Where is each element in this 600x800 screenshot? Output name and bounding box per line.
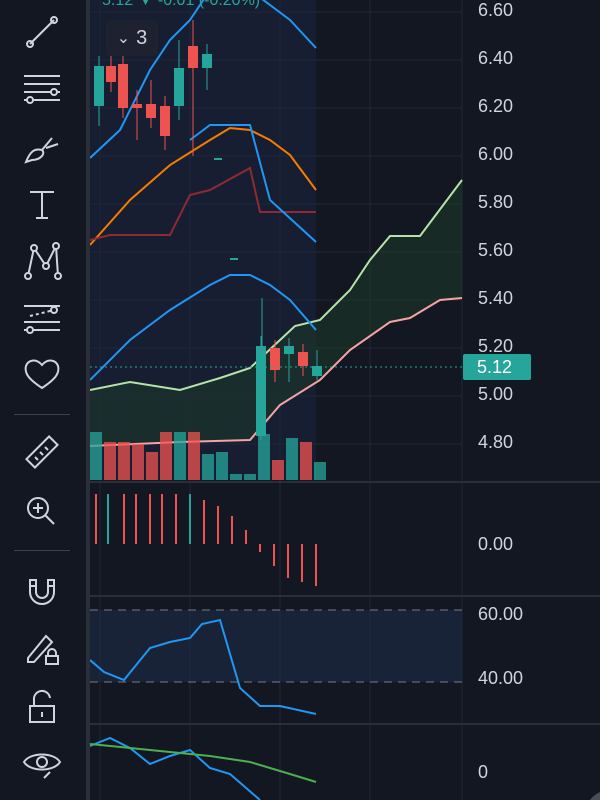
price-axis-label: 5.00 [478,384,514,404]
prediction-tool[interactable] [20,296,64,340]
toolbar-divider[interactable] [86,0,90,800]
macd-histogram [95,494,317,586]
stoch-axis-label: 0 [478,762,489,782]
ma-red-line [90,166,316,241]
drawing-toolbar [0,0,85,800]
brush-tool[interactable] [20,128,64,172]
current-price-badge: 5.12 [463,354,531,380]
rsi-axis-label: 60.00 [478,604,524,624]
zoom-in-tool[interactable] [20,488,64,532]
price-axis-label: 6.20 [478,96,514,116]
lock-drawing-tool[interactable] [20,626,64,670]
text-icon [30,191,54,219]
toolbar-separator [14,550,70,551]
trend-line-tool[interactable] [20,10,64,54]
pattern-icon [24,242,62,280]
ohlc-header: 5.12 ▼ -0.01 (-0.20%) [102,0,261,9]
rsi-line [90,618,317,715]
heart-icon [24,359,60,390]
toolbar-separator [14,414,70,415]
zoom-in-icon [27,497,55,525]
tradingview-logo [190,770,250,800]
fib-retracement-tool[interactable] [20,66,64,110]
ruler-tool[interactable] [20,430,64,474]
visibility-tool[interactable] [20,740,64,784]
senkou-b-line [90,297,463,447]
macd-axis-label: 0.00 [478,534,514,554]
price-axis-label: 5.80 [478,192,514,212]
price-axis-label: 6.40 [478,48,514,68]
collapse-indicators-button[interactable]: ⌄ 3 [106,20,158,56]
text-tool[interactable] [20,182,64,226]
unlock-tool[interactable] [20,686,64,730]
magnet-icon [29,579,55,605]
pencil-lock-icon [27,634,59,665]
rsi-axis-label: 40.00 [478,668,524,688]
brush-icon [24,137,59,164]
magnet-tool[interactable] [20,568,64,612]
bollinger-upper-line [90,0,317,159]
ichimoku-cloud [90,180,462,446]
senkou-a-line [90,179,463,392]
ruler-icon [25,435,59,469]
rsi-band [90,610,462,682]
pattern-tool[interactable] [20,238,64,282]
price-axis-label: 6.00 [478,144,514,164]
price-axis-label: 6.60 [478,0,514,20]
chart-area[interactable]: 5.12 ▼ -0.01 (-0.20%) ⌄ 3 6.60 6.40 6.20… [90,0,600,800]
fib-lines-icon [24,75,60,104]
stoch-k-line [90,736,261,800]
bollinger-lower-line [90,274,317,381]
ma-orange-line [90,126,317,246]
chart-canvas [90,0,600,800]
indicator-count: 3 [136,26,148,49]
ma-blue-short-line [189,124,317,243]
price-axis-label: 4.80 [478,432,514,452]
stoch-d-line [90,743,317,783]
prediction-icon [24,305,60,334]
price-axis-label: 5.40 [478,288,514,308]
eye-icon [22,753,62,779]
favorites-tool[interactable] [20,352,64,396]
trend-line-icon [26,16,58,48]
unlock-icon [29,689,55,723]
price-axis-label: 5.60 [478,240,514,260]
volume-bars [90,432,326,480]
candles [94,20,322,440]
price-axis-label: 5.20 [478,336,514,356]
chevron-down-icon: ⌄ [116,30,131,47]
